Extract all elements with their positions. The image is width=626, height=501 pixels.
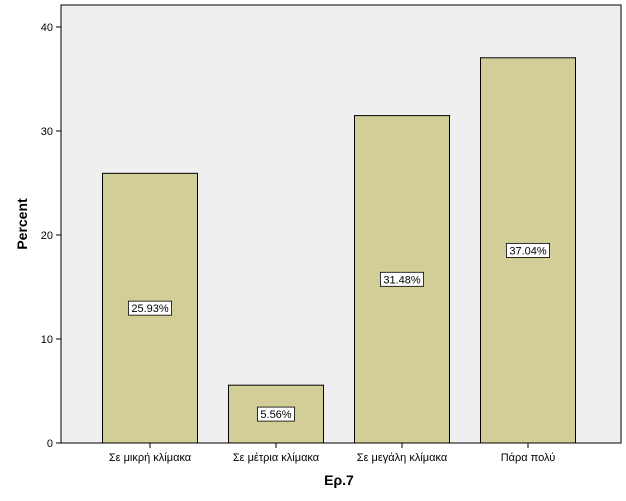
data-label-box: [505, 242, 550, 258]
y-tick-label: 20: [41, 230, 53, 242]
data-label-box: [379, 271, 424, 287]
bars: 25.93% 5.56% 31.48% 37.04%: [102, 57, 576, 444]
y-tick-label: 0: [47, 438, 53, 450]
y-tick-label: 30: [41, 126, 53, 138]
y-tick-label: 40: [41, 22, 53, 34]
data-label: 37.04%: [509, 245, 547, 257]
x-axis: Σε μικρή κλίμακα Σε μέτρια κλίμακα Σε μεγά…: [109, 443, 555, 464]
data-label: 5.56%: [260, 409, 291, 421]
data-label: 31.48%: [383, 274, 421, 286]
data-label: 25.93%: [131, 303, 169, 315]
x-tick-label: Σε μέτρια κλίμακα: [233, 452, 320, 464]
x-tick-label: Σε μεγάλη κλίμακα: [357, 452, 448, 464]
data-label-box: [257, 406, 295, 422]
x-tick-label: Πάρα πολύ: [501, 452, 556, 464]
x-axis-title: Ερ.7: [324, 472, 354, 488]
data-label-box: [127, 300, 172, 316]
y-tick-label: 10: [41, 334, 53, 346]
y-axis: 0 10 20 30 40: [41, 22, 61, 450]
y-axis-title: Percent: [14, 198, 30, 250]
x-tick-label: Σε μικρή κλίμακα: [109, 452, 192, 464]
